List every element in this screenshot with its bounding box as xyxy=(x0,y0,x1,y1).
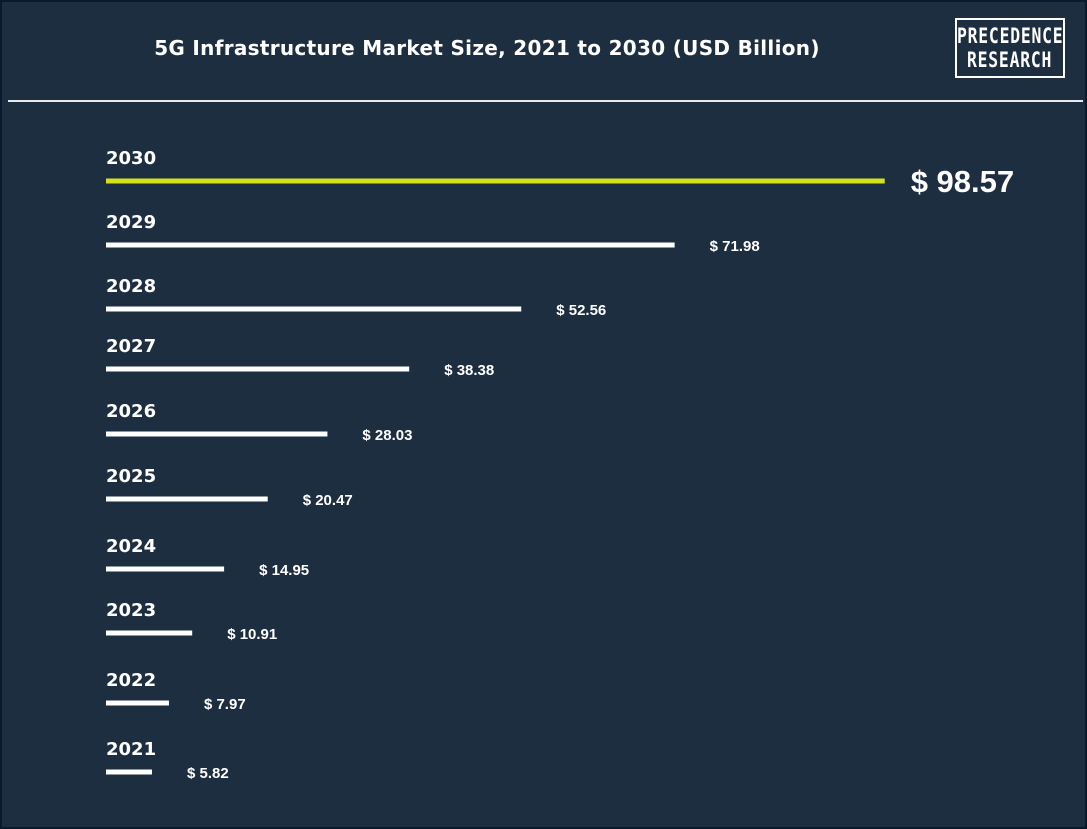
category-label-2030: 2030 xyxy=(106,148,156,169)
category-label-2026: 2026 xyxy=(106,401,156,422)
bar-2030 xyxy=(106,178,885,184)
bar-2028 xyxy=(106,306,522,312)
category-label-2023: 2023 xyxy=(106,600,156,621)
value-label-2028: $ 52.56 xyxy=(556,302,606,319)
value-label-2024: $ 14.95 xyxy=(259,562,309,579)
category-label-2021: 2021 xyxy=(106,739,156,760)
bar-2021 xyxy=(106,769,152,775)
bar-2023 xyxy=(106,630,193,636)
logo-line-2: RESEARCH xyxy=(967,48,1053,72)
precedence-research-logo: PRECEDENCE RESEARCH xyxy=(955,18,1065,78)
category-label-2025: 2025 xyxy=(106,466,156,487)
header-divider xyxy=(8,100,1083,102)
bar-2025 xyxy=(106,496,268,502)
category-label-2029: 2029 xyxy=(106,212,156,233)
logo-line-1: PRECEDENCE xyxy=(956,24,1064,48)
value-label-2023: $ 10.91 xyxy=(227,626,277,643)
category-label-2028: 2028 xyxy=(106,276,156,297)
value-label-2021: $ 5.82 xyxy=(187,765,229,782)
category-label-2024: 2024 xyxy=(106,536,156,557)
value-label-2026: $ 28.03 xyxy=(362,427,412,444)
category-label-2027: 2027 xyxy=(106,336,156,357)
bar-2029 xyxy=(106,242,675,248)
bar-2024 xyxy=(106,566,225,572)
value-label-2030: $ 98.57 xyxy=(911,164,1014,199)
value-label-2027: $ 38.38 xyxy=(444,362,494,379)
bar-2027 xyxy=(106,366,410,372)
category-label-2022: 2022 xyxy=(106,670,156,691)
bar-2022 xyxy=(106,700,169,706)
value-label-2029: $ 71.98 xyxy=(710,238,760,255)
bar-2026 xyxy=(106,431,328,437)
chart-title: 5G Infrastructure Market Size, 2021 to 2… xyxy=(154,36,820,60)
value-label-2022: $ 7.97 xyxy=(204,696,246,713)
value-label-2025: $ 20.47 xyxy=(303,492,353,509)
